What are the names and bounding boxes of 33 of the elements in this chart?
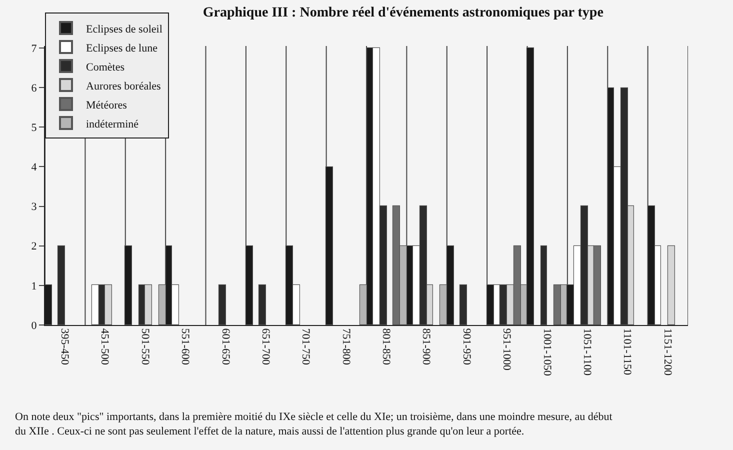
x-tick-label: 395-450 xyxy=(58,328,71,366)
legend-label: Eclipses de soleil xyxy=(86,23,162,36)
x-tick-label: 851-900 xyxy=(420,328,432,366)
y-tick-label: 4 xyxy=(31,162,38,174)
text: On note deux "pics" importants, dans la première moitié du IXe siècle et celle du XIe; un troisième, dans une moindre mesure, au début du XIIe . Ceux-ci ne sont pas seulement l'effet de la nature, mais aussi de l'attention plus grande qu'on leur a portée. xyxy=(15,411,612,438)
x-tick-label: 1151-1200 xyxy=(661,328,674,376)
y-tick-label: 3 xyxy=(31,201,38,214)
x-tick-label: 551-600 xyxy=(179,328,192,366)
y-tick-label: 7 xyxy=(31,42,38,55)
x-tick-label: 801-850 xyxy=(380,328,392,366)
y-tick-label: 2 xyxy=(31,240,37,253)
x-tick-label: 701-750 xyxy=(300,328,312,366)
x-tick-label: 651-700 xyxy=(259,328,272,366)
x-tick-label: 951-1000 xyxy=(500,328,513,371)
x-tick-label: 601-650 xyxy=(219,328,232,366)
x-tick-label: 1001-1050 xyxy=(540,328,553,376)
x-tick-label: 751-800 xyxy=(340,328,352,366)
chart-title: Graphique III : Nombre réel d'événements astronomiques par type xyxy=(202,6,604,21)
legend-label: Météores xyxy=(86,99,127,112)
y-tick-label: 6 xyxy=(31,82,38,94)
legend-label: Aurores boréales xyxy=(86,80,161,92)
x-tick-label: 901-950 xyxy=(460,328,472,366)
y-tick-label: 0 xyxy=(31,320,38,332)
x-tick-label: 501-550 xyxy=(138,328,151,366)
x-tick-label: 1101-1150 xyxy=(621,328,634,376)
bar xyxy=(667,245,675,325)
y-tick-label: 5 xyxy=(31,122,38,134)
x-tick-label: 451-500 xyxy=(98,328,111,366)
legend-label: indéterminé xyxy=(86,118,139,130)
legend-label: Comètes xyxy=(86,61,124,74)
x-tick-label: 1051-1100 xyxy=(580,328,593,376)
y-tick-label: 1 xyxy=(31,280,37,292)
legend-label: Eclipses de lune xyxy=(86,42,158,54)
